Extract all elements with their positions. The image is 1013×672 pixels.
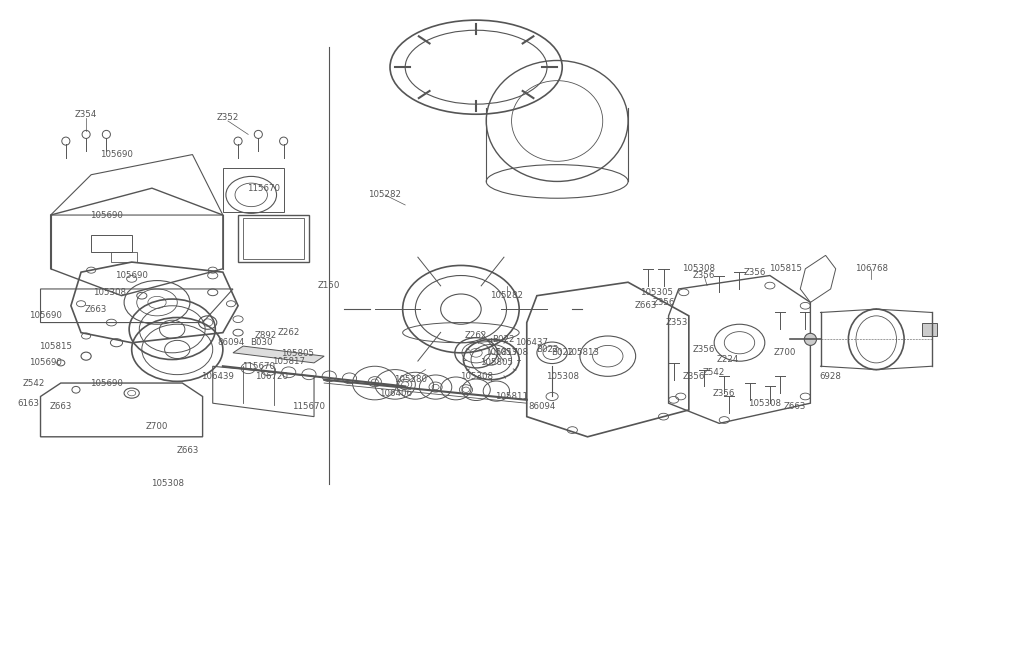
Text: B022: B022 xyxy=(492,335,515,344)
Text: 105690: 105690 xyxy=(29,358,62,368)
Text: 105813: 105813 xyxy=(566,348,599,358)
Text: Z663: Z663 xyxy=(50,402,72,411)
Text: Z262: Z262 xyxy=(465,331,487,341)
Text: 105308: 105308 xyxy=(546,372,578,381)
Text: 105282: 105282 xyxy=(369,190,401,200)
Text: B022: B022 xyxy=(536,345,558,354)
Text: Z354: Z354 xyxy=(75,110,97,119)
Text: Z353: Z353 xyxy=(666,318,688,327)
Text: Z352: Z352 xyxy=(217,113,239,122)
Text: 105308: 105308 xyxy=(151,479,183,489)
Text: B022: B022 xyxy=(551,348,573,358)
Text: Z356: Z356 xyxy=(683,372,705,381)
Text: Z892: Z892 xyxy=(254,331,277,341)
Text: 105817: 105817 xyxy=(272,357,305,366)
Text: 105690: 105690 xyxy=(115,271,148,280)
Text: Z700: Z700 xyxy=(774,348,796,358)
Text: Z150: Z150 xyxy=(318,281,340,290)
Text: 105308: 105308 xyxy=(93,288,126,297)
Text: 105690: 105690 xyxy=(100,150,133,159)
Text: Z542: Z542 xyxy=(22,378,45,388)
Text: 86094: 86094 xyxy=(217,338,245,347)
Text: Z356: Z356 xyxy=(744,267,766,277)
Text: 86094: 86094 xyxy=(528,402,556,411)
Text: 106406: 106406 xyxy=(379,388,411,398)
Text: 105308: 105308 xyxy=(495,348,528,358)
Text: 105815: 105815 xyxy=(40,341,72,351)
Text: 105690: 105690 xyxy=(90,210,123,220)
Text: 105690: 105690 xyxy=(90,378,123,388)
Text: 105690: 105690 xyxy=(29,311,62,321)
Bar xyxy=(238,215,309,262)
Text: 105817: 105817 xyxy=(485,348,518,358)
Text: 105308: 105308 xyxy=(460,372,492,381)
Text: Z663: Z663 xyxy=(176,446,199,455)
Bar xyxy=(111,252,137,262)
Text: 105280: 105280 xyxy=(394,375,426,384)
Bar xyxy=(91,235,132,252)
Text: 106437: 106437 xyxy=(516,338,548,347)
Text: 115670: 115670 xyxy=(293,402,325,411)
Text: 106720: 106720 xyxy=(255,372,288,381)
Text: 106439: 106439 xyxy=(202,372,234,381)
Bar xyxy=(223,168,284,212)
Text: 115670: 115670 xyxy=(247,183,280,193)
Text: 105811: 105811 xyxy=(495,392,528,401)
Ellipse shape xyxy=(804,333,816,345)
Bar xyxy=(243,218,304,259)
Text: Z663: Z663 xyxy=(784,402,806,411)
Text: 105805: 105805 xyxy=(282,349,314,358)
Text: Z356: Z356 xyxy=(652,298,675,307)
Text: 105308: 105308 xyxy=(749,398,781,408)
Text: Z356: Z356 xyxy=(693,345,715,354)
Text: 105815: 105815 xyxy=(769,264,801,274)
Text: 115670: 115670 xyxy=(242,362,275,371)
Text: Z356: Z356 xyxy=(713,388,735,398)
Text: B030: B030 xyxy=(250,338,272,347)
Text: 6928: 6928 xyxy=(820,372,842,381)
Text: Z356: Z356 xyxy=(693,271,715,280)
Text: 6163: 6163 xyxy=(17,398,40,408)
Text: Z700: Z700 xyxy=(146,422,168,431)
Text: Z663: Z663 xyxy=(635,301,657,310)
Text: Z224: Z224 xyxy=(716,355,738,364)
Text: 105282: 105282 xyxy=(490,291,523,300)
Polygon shape xyxy=(233,346,324,363)
Text: 105305: 105305 xyxy=(640,288,673,297)
Text: Z663: Z663 xyxy=(85,304,107,314)
Text: Z542: Z542 xyxy=(703,368,725,378)
Bar xyxy=(922,323,937,336)
Text: Z262: Z262 xyxy=(278,328,300,337)
Text: 105805: 105805 xyxy=(480,358,513,368)
Text: 106768: 106768 xyxy=(855,264,887,274)
Text: 105308: 105308 xyxy=(683,264,715,274)
